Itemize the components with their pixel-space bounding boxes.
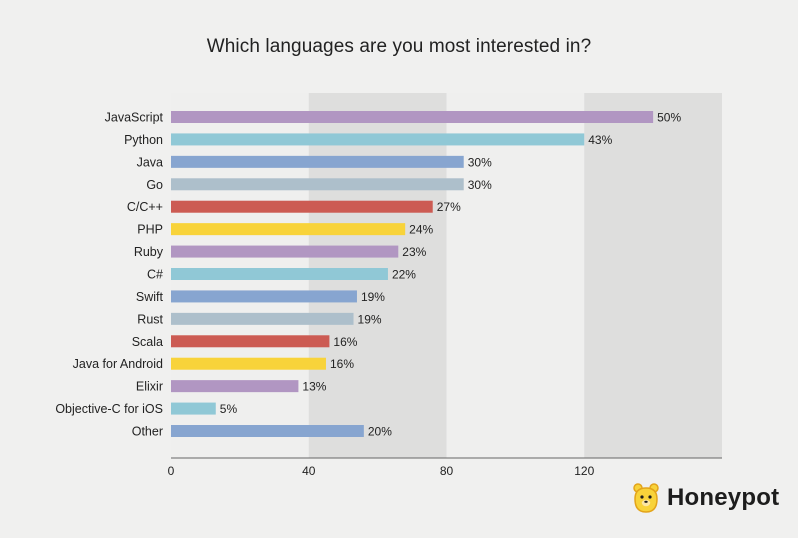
bar [171,425,364,437]
bar [171,268,388,280]
data-label: 30% [468,178,492,192]
category-label: Swift [136,290,164,304]
data-label: 30% [468,155,492,169]
background-band [584,93,722,458]
category-label: Objective-C for iOS [55,402,163,416]
bar [171,245,399,258]
category-label: Java for Android [73,357,163,371]
x-tick-label: 40 [302,464,316,478]
data-label: 19% [358,312,382,326]
x-tick-label: 120 [574,464,594,478]
category-label: PHP [137,223,163,237]
data-label: 50% [657,111,681,125]
data-label: 19% [361,290,385,304]
category-label: Python [124,133,163,147]
data-label: 24% [409,223,433,237]
category-label: Rust [137,312,163,326]
category-label: C/C++ [127,200,163,214]
category-label: Java [137,155,163,169]
category-label: Ruby [134,245,164,259]
data-label: 13% [302,380,326,394]
category-label: Other [132,425,163,439]
bear-icon [633,483,659,513]
data-label: 43% [588,133,612,147]
bar [171,312,354,325]
background-band [446,93,585,458]
data-label: 16% [333,335,357,349]
brand-name: Honeypot [667,484,780,511]
data-label: 16% [330,357,354,371]
data-label: 5% [220,402,238,416]
data-label: 23% [402,245,426,259]
data-label: 22% [392,268,416,282]
bar [171,380,299,393]
data-label: 20% [368,425,392,439]
bar [171,200,433,213]
bar [171,290,357,303]
bar [171,335,330,348]
bar [171,223,406,236]
data-label: 27% [437,200,461,214]
honeypot-logo: Honeypot [633,481,779,515]
bar [171,111,654,123]
category-label: JavaScript [105,111,164,125]
bar [171,155,464,168]
bar [171,133,585,146]
bar [171,178,464,191]
bar [171,402,216,415]
bar [171,357,326,370]
category-label: Go [146,178,163,192]
category-label: C# [147,268,163,282]
x-tick-label: 80 [440,464,454,478]
x-tick-label: 0 [168,464,175,478]
category-label: Elixir [136,380,163,394]
category-label: Scala [132,335,163,349]
chart-title: Which languages are you most interested … [206,36,592,57]
